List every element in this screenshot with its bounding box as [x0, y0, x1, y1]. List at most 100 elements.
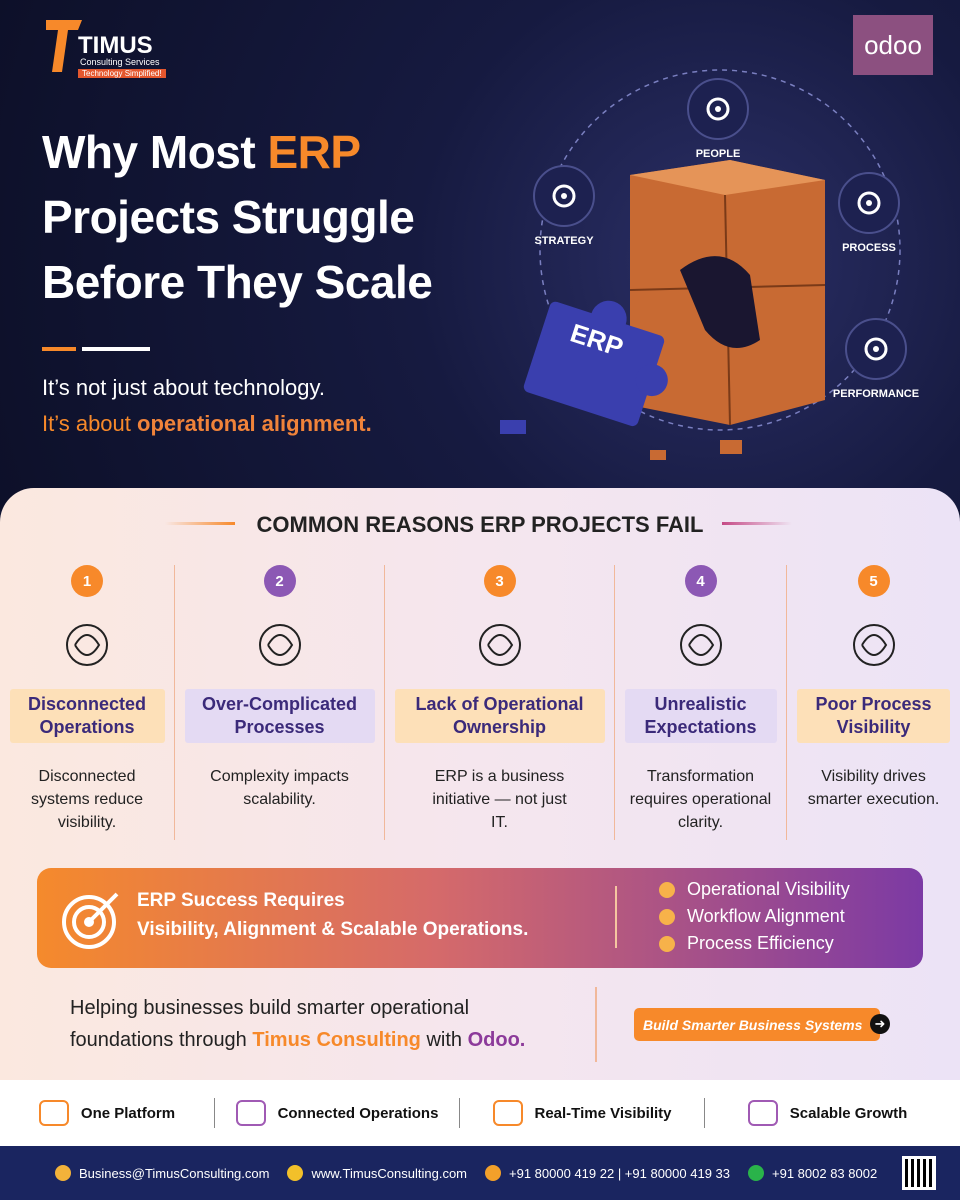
title-rule	[722, 522, 792, 525]
icon	[66, 624, 108, 666]
banner-title: Visibility, Alignment & Scalable Operati…	[137, 919, 529, 940]
feature: Real-Time Visibility	[460, 1098, 705, 1128]
features-bar: One Platform Connected Operations Real-Tim…	[0, 1080, 960, 1146]
feature-icon	[235, 1100, 266, 1126]
closing-partner: Odoo.	[467, 1029, 526, 1051]
logo-tagline: Consulting Services	[80, 57, 160, 67]
reason-title: Unrealistic Expectations	[624, 689, 777, 743]
qr-code	[902, 1156, 936, 1190]
reasons-list: 1 Disconnected Operations Disconnected sys…	[0, 565, 960, 840]
icon	[478, 624, 521, 666]
check-text: Process Efficiency	[687, 933, 834, 953]
closing-text: Helping businesses build smarter operati…	[70, 992, 570, 1056]
check-icon	[659, 881, 675, 898]
reason-icon	[470, 615, 530, 675]
cta-label: Build Smarter Business Systems	[643, 1016, 863, 1033]
icon	[864, 337, 888, 361]
title-line: Projects Struggle	[42, 191, 415, 243]
check-text: Workflow Alignment	[687, 906, 845, 926]
reason-number: 1	[71, 565, 103, 597]
icon	[552, 184, 576, 208]
checklist-item: Process Efficiency	[659, 930, 850, 957]
title-text: Why Most	[42, 126, 268, 178]
diagram-icon	[838, 172, 900, 234]
feature-label: Scalable Growth	[789, 1104, 908, 1122]
partner-logo: odoo	[853, 15, 933, 75]
email[interactable]: Business@TimusConsulting.com	[79, 1165, 270, 1181]
feature-label: Real-Time Visibility	[534, 1104, 672, 1122]
diagram-label: PEOPLE	[695, 148, 741, 160]
diagram-icon	[845, 318, 907, 380]
email-icon	[55, 1165, 71, 1181]
whatsapp: +91 8002 83 8002	[772, 1165, 878, 1181]
subtitle-text: It’s about	[42, 411, 137, 436]
contact-bar: Business@TimusConsulting.com www.TimusCo…	[0, 1146, 960, 1200]
cta-button[interactable]: Build Smarter Business Systems	[634, 1008, 880, 1041]
reason-title: Over-Complicated Processes	[184, 689, 375, 743]
website[interactable]: www.TimusConsulting.com	[311, 1165, 468, 1181]
logo-slogan: Technology Simplified!	[78, 69, 166, 78]
phone-icon	[485, 1165, 502, 1181]
icon	[852, 624, 895, 666]
separator	[595, 987, 597, 1062]
banner-title: ERP Success Requires	[137, 890, 345, 911]
section-title: COMMON REASONS ERP PROJECTS FAIL	[256, 512, 704, 537]
feature-label: One Platform	[80, 1104, 176, 1122]
icon	[679, 624, 722, 666]
reason-description: Transformation requires operational clar…	[629, 768, 772, 831]
cta-arrow: ➜	[870, 1014, 890, 1034]
reason-description: Disconnected systems reduce visibility.	[30, 768, 144, 831]
closing-middle: with	[420, 1029, 468, 1051]
feature-icon	[747, 1100, 778, 1126]
closing-company: Timus Consulting	[252, 1029, 421, 1051]
checklist-item: Operational Visibility	[659, 876, 850, 903]
reason-card: 1 Disconnected Operations Disconnected sys…	[0, 565, 175, 840]
web-icon	[287, 1165, 304, 1181]
whatsapp-icon	[748, 1165, 764, 1181]
reason-number: 4	[684, 565, 717, 597]
title-highlight: ERP	[267, 126, 361, 178]
separator	[615, 886, 617, 948]
reason-icon	[57, 615, 117, 675]
feature: Connected Operations	[215, 1098, 460, 1128]
divider	[82, 347, 150, 351]
title-rule	[165, 522, 235, 525]
closing-prefix: Helping businesses build smarter operati…	[70, 997, 470, 1051]
reason-description: Complexity impacts scalability.	[210, 768, 349, 808]
diagram-icon	[687, 78, 749, 140]
feature: Scalable Growth	[705, 1098, 950, 1128]
reason-icon	[844, 615, 904, 675]
icon	[857, 191, 881, 215]
check-text: Operational Visibility	[687, 879, 850, 899]
reason-icon	[250, 615, 310, 675]
reason-card: 2 Over-Complicated Processes Complexity im…	[175, 565, 385, 840]
feature-icon	[38, 1100, 69, 1126]
logo-mark	[46, 20, 82, 72]
reason-card: 4 Unrealistic Expectations Transformation …	[615, 565, 787, 840]
logo-name: TIMUS	[78, 32, 153, 59]
success-banner: ERP Success Requires Visibility, Alignme…	[37, 868, 923, 968]
title-line: Before They Scale	[42, 256, 433, 308]
hero: TIMUS Consulting Services Technology Sim…	[0, 0, 960, 510]
reason-title: Disconnected Operations	[9, 689, 165, 743]
subtitle: It’s about operational alignment.	[42, 411, 372, 437]
check-icon	[659, 908, 675, 925]
diagram-icon	[533, 165, 595, 227]
reason-icon	[671, 615, 731, 675]
title-line: Why Most ERP	[42, 125, 361, 179]
icon	[258, 624, 301, 666]
reason-description: Visibility drives smarter execution.	[807, 768, 940, 808]
diagram-label: PERFORMANCE	[832, 388, 920, 400]
checklist: Operational Visibility Workflow Alignment…	[659, 876, 850, 957]
diagram-label: STRATEGY	[534, 235, 594, 247]
reason-number: 2	[263, 565, 296, 597]
reason-number: 5	[857, 565, 890, 597]
target-icon	[62, 892, 119, 949]
subtitle-highlight: operational alignment.	[137, 411, 372, 436]
reason-card: 3 Lack of Operational Ownership ERP is a b…	[385, 565, 615, 840]
reason-number: 3	[483, 565, 516, 597]
reason-card: 5 Poor Process Visibility Visibility drive…	[787, 565, 960, 840]
subtitle: It’s not just about technology.	[42, 375, 325, 400]
